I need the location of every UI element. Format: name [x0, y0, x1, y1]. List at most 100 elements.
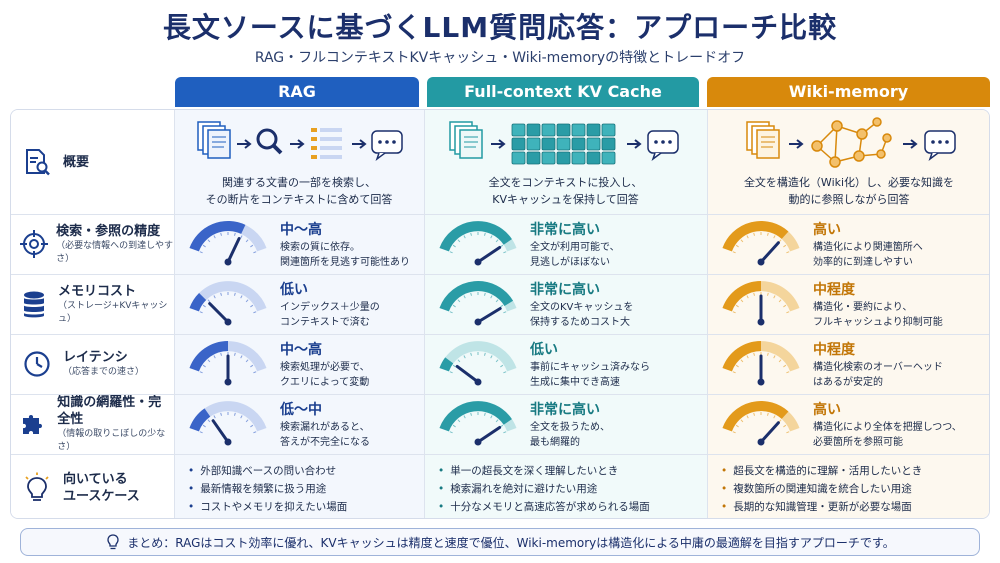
usecase-row: 向いている ユースケース 外部知識ベースの問い合わせ 最新情報を頻繁に扱う用途 …	[11, 455, 989, 518]
level-description: 検索処理が必要で、	[280, 362, 370, 373]
level-text: 低い	[280, 282, 308, 298]
level-description: 検索の質に依存。	[280, 242, 360, 253]
gauge-icon	[439, 221, 517, 266]
gauge	[186, 278, 272, 336]
column-header-kv-cache: Full-context KV Cache	[427, 77, 699, 107]
puzzle-icon	[11, 409, 57, 439]
list-item: コストやメモリを抑えたい場面	[188, 498, 347, 516]
overview-caption-line: その断片をコンテキストに含めて回答	[205, 193, 393, 206]
kv-cache-block	[601, 137, 616, 151]
level-description: 見逃しがほぼない	[530, 257, 610, 268]
usecase-cell-kv-cache: 単一の超長文を深く理解したいとき 検索漏れを絶対に避けたい用途 十分なメモリと高…	[424, 455, 707, 518]
metric-label: レイテンシ	[63, 350, 128, 365]
gauge-icon	[439, 281, 517, 326]
level-description: 最も網羅的	[530, 437, 580, 448]
metric-cell-wiki-memory: 中程度 構造化検索のオーバーヘッド はあるが安定的	[707, 334, 989, 394]
gauge	[436, 398, 522, 456]
level-text: 低い	[530, 342, 558, 358]
level-description: 全文を扱うため、	[530, 422, 610, 433]
kv-cache-block	[511, 151, 526, 165]
gauge-icon	[439, 401, 517, 446]
kv-cache-block	[556, 137, 571, 151]
metric-label: メモリコスト	[57, 283, 136, 299]
list-item: 最新情報を頻繁に扱う用途	[188, 480, 347, 498]
metric-cell-rag: 中〜高 検索の質に依存。 関連箇所を見逃す可能性あり	[174, 214, 424, 274]
overview-cell-kv-cache: 全文をコンテキストに投入し、 KVキャッシュを保持して回答	[424, 110, 707, 214]
metric-row: 検索・参照の精度 （必要な情報への到達しやすさ） 中〜高 検索の質に依存。 関連…	[11, 214, 989, 274]
summary-text: まとめ：RAGはコスト効率に優れ、KVキャッシュは精度と速度で優位、Wiki-m…	[127, 535, 895, 550]
level-description: 効率的に到達しやすい	[813, 257, 913, 268]
kv-cache-block	[541, 151, 556, 165]
metric-cell-wiki-memory: 中程度 構造化・要約により、 フルキャッシュより抑制可能	[707, 274, 989, 336]
level-text: 低〜中	[280, 402, 322, 418]
metric-row: メモリコスト （ストレージ+KVキャッシュ） 低い インデックス＋少量の コンテ…	[11, 274, 989, 336]
level-description: 構造化により全体を把握しつつ、	[813, 422, 962, 433]
document-search-icon	[11, 147, 63, 177]
overview-caption-line: 全文を構造化（Wiki化）し、必要な知識を	[743, 176, 955, 189]
level-text: 高い	[813, 402, 841, 418]
level-text: 非常に高い	[530, 282, 600, 298]
level-description: はあるが安定的	[813, 377, 883, 388]
overview-caption-line: 関連する文書の一部を検索し、	[222, 176, 376, 189]
level-description: 関連箇所を見逃す可能性あり	[280, 257, 410, 268]
overview-label: 概要	[63, 154, 90, 170]
level-description: 検索漏れがあると、	[280, 422, 370, 433]
database-icon	[11, 289, 58, 319]
kv-cache-grid-icon	[511, 123, 616, 165]
level-description: コンテキストで済む	[280, 317, 370, 328]
gauge	[186, 398, 272, 456]
summary-box: まとめ：RAGはコスト効率に優れ、KVキャッシュは精度と速度で優位、Wiki-m…	[20, 528, 980, 556]
comparison-table: 概要	[10, 109, 990, 519]
gauge-icon	[722, 281, 800, 326]
usecase-cell-rag: 外部知識ベースの問い合わせ 最新情報を頻繁に扱う用途 コストやメモリを抑えたい場…	[174, 455, 424, 518]
level-text: 中〜高	[280, 342, 322, 358]
metric-cell-wiki-memory: 高い 構造化により全体を把握しつつ、 必要箇所を参照可能	[707, 394, 989, 456]
list-item: 外部知識ベースの問い合わせ	[188, 462, 347, 480]
documents-icon	[197, 121, 231, 159]
kv-cache-block	[541, 137, 556, 151]
page-title: 長文ソースに基づくLLM質問応答：アプローチ比較	[162, 11, 838, 44]
metric-sublabel: （必要な情報への到達しやすさ）	[56, 240, 173, 264]
kv-cache-block	[586, 151, 601, 165]
overview-caption-line: KVキャッシュを保持して回答	[492, 193, 639, 206]
gauge-icon	[189, 401, 267, 446]
metric-label: 検索・参照の精度	[56, 223, 161, 239]
metric-cell-rag: 低い インデックス＋少量の コンテキストで済む	[174, 274, 424, 334]
list-item: 複数箇所の関連知識を統合したい用途	[721, 480, 922, 498]
level-description: インデックス＋少量の	[280, 302, 380, 313]
gauge-icon	[722, 221, 800, 266]
gauge-icon	[189, 341, 267, 386]
knowledge-graph-icon	[811, 117, 892, 168]
level-description: 必要箇所を参照可能	[813, 437, 903, 448]
gauge	[719, 278, 805, 336]
metric-sublabel: （応答までの速さ）	[63, 367, 145, 377]
kv-cache-block	[526, 151, 541, 165]
documents-icon	[449, 121, 483, 159]
documents-icon	[746, 121, 780, 159]
kv-cache-block	[571, 137, 586, 151]
usecase-cell-wiki-memory: 超長文を構造的に理解・活用したいとき 複数箇所の関連知識を統合したい用途 長期的…	[707, 455, 989, 518]
kv-cache-block	[586, 123, 601, 137]
level-text: 中〜高	[280, 222, 322, 238]
level-description: 生成に集中でき高速	[530, 377, 620, 388]
kv-cache-block	[556, 123, 571, 137]
gauge	[719, 398, 805, 456]
overview-cell-rag: 関連する文書の一部を検索し、 その断片をコンテキストに含めて回答	[174, 110, 424, 214]
gauge-icon	[439, 341, 517, 386]
level-text: 高い	[813, 222, 841, 238]
level-description: 事前にキャッシュ済みなら	[530, 362, 650, 373]
kv-cache-block	[526, 137, 541, 151]
list-item: 長期的な知識管理・更新が必要な場面	[721, 498, 922, 516]
metric-cell-kv-cache: 低い 事前にキャッシュ済みなら 生成に集中でき高速	[424, 334, 707, 394]
level-description: 構造化により関連箇所へ	[813, 242, 923, 253]
gauge	[186, 338, 272, 396]
chat-bubble-icon	[924, 130, 956, 162]
clock-icon	[11, 349, 63, 379]
kv-cache-block	[571, 123, 586, 137]
kv-cache-block	[541, 123, 556, 137]
metric-sublabel: （情報の取りこぼしの少なさ）	[57, 429, 166, 452]
target-icon	[11, 229, 56, 259]
metric-label: 知識の網羅性・完全性	[57, 395, 162, 427]
level-text: 非常に高い	[530, 222, 600, 238]
fragments-icon	[311, 128, 342, 159]
